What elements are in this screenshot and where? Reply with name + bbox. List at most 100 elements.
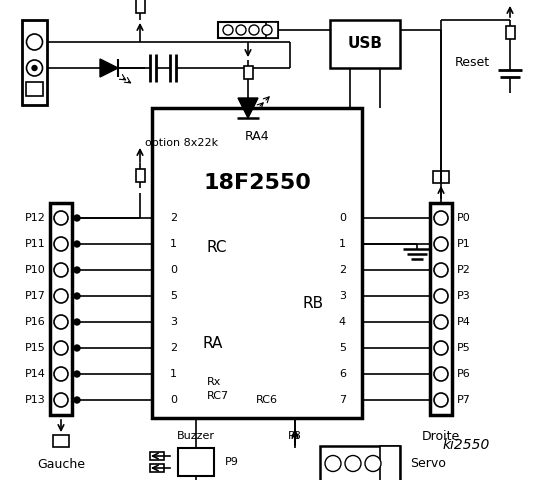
Bar xyxy=(380,446,400,480)
Text: P10: P10 xyxy=(25,265,46,275)
Text: P17: P17 xyxy=(25,291,46,301)
Circle shape xyxy=(74,267,80,273)
Text: 7: 7 xyxy=(339,395,346,405)
Circle shape xyxy=(74,215,80,221)
Text: ki2550: ki2550 xyxy=(442,438,490,452)
Circle shape xyxy=(54,341,68,355)
Text: RB: RB xyxy=(303,296,324,311)
Text: P0: P0 xyxy=(457,213,471,223)
Circle shape xyxy=(27,34,43,50)
Bar xyxy=(433,171,449,183)
Text: RA: RA xyxy=(202,336,222,350)
Text: 2: 2 xyxy=(339,265,346,275)
Circle shape xyxy=(434,211,448,225)
Text: RA4: RA4 xyxy=(244,130,269,143)
Text: 0: 0 xyxy=(170,265,177,275)
Text: P1: P1 xyxy=(457,239,471,249)
Circle shape xyxy=(54,315,68,329)
Bar xyxy=(50,203,72,415)
Circle shape xyxy=(434,341,448,355)
Bar xyxy=(218,22,278,38)
Bar xyxy=(243,66,253,79)
Bar xyxy=(150,464,164,472)
Text: 2: 2 xyxy=(170,343,177,353)
Circle shape xyxy=(434,289,448,303)
Bar xyxy=(152,108,362,418)
Text: Rx: Rx xyxy=(207,377,221,387)
Text: 2: 2 xyxy=(170,213,177,223)
Bar xyxy=(430,203,452,415)
Polygon shape xyxy=(100,59,118,77)
Text: 1: 1 xyxy=(170,239,177,249)
Circle shape xyxy=(74,241,80,247)
Bar xyxy=(505,25,514,39)
Circle shape xyxy=(434,367,448,381)
Text: P6: P6 xyxy=(457,369,471,379)
Circle shape xyxy=(54,211,68,225)
Circle shape xyxy=(434,263,448,277)
Text: P4: P4 xyxy=(457,317,471,327)
Text: 18F2550: 18F2550 xyxy=(203,173,311,193)
Text: P2: P2 xyxy=(457,265,471,275)
Circle shape xyxy=(236,25,246,35)
Text: P5: P5 xyxy=(457,343,471,353)
Circle shape xyxy=(32,65,37,71)
Circle shape xyxy=(74,345,80,351)
Polygon shape xyxy=(238,98,258,118)
Text: P12: P12 xyxy=(25,213,46,223)
Text: Droite: Droite xyxy=(422,431,460,444)
Text: 5: 5 xyxy=(339,343,346,353)
Circle shape xyxy=(54,263,68,277)
Text: 3: 3 xyxy=(339,291,346,301)
Text: P14: P14 xyxy=(25,369,46,379)
Circle shape xyxy=(434,237,448,251)
Text: P9: P9 xyxy=(225,457,239,467)
Circle shape xyxy=(54,289,68,303)
Text: 4: 4 xyxy=(339,317,346,327)
Circle shape xyxy=(434,315,448,329)
Circle shape xyxy=(365,456,381,471)
Circle shape xyxy=(345,456,361,471)
Text: RC: RC xyxy=(207,240,227,255)
Bar xyxy=(26,82,43,96)
Text: USB: USB xyxy=(347,36,383,51)
Bar xyxy=(178,448,214,476)
Text: P8: P8 xyxy=(288,431,302,441)
Text: P13: P13 xyxy=(25,395,46,405)
Circle shape xyxy=(249,25,259,35)
Circle shape xyxy=(325,456,341,471)
Text: 0: 0 xyxy=(170,395,177,405)
Text: P16: P16 xyxy=(25,317,46,327)
Bar xyxy=(22,20,47,105)
Circle shape xyxy=(27,60,43,76)
Circle shape xyxy=(434,393,448,407)
Circle shape xyxy=(74,371,80,377)
Bar xyxy=(135,168,144,182)
Bar xyxy=(150,452,164,460)
Text: Reset: Reset xyxy=(455,57,490,70)
Text: Gauche: Gauche xyxy=(37,458,85,471)
Circle shape xyxy=(54,237,68,251)
Bar xyxy=(135,0,144,13)
Text: RC7: RC7 xyxy=(207,391,229,401)
Text: 3: 3 xyxy=(170,317,177,327)
Text: 5: 5 xyxy=(170,291,177,301)
Text: 0: 0 xyxy=(339,213,346,223)
Bar xyxy=(266,22,278,38)
Circle shape xyxy=(74,293,80,299)
Text: 6: 6 xyxy=(339,369,346,379)
Circle shape xyxy=(223,25,233,35)
Text: option 8x22k: option 8x22k xyxy=(145,138,218,148)
Text: P15: P15 xyxy=(25,343,46,353)
Text: 1: 1 xyxy=(339,239,346,249)
Text: 1: 1 xyxy=(170,369,177,379)
Circle shape xyxy=(74,397,80,403)
Text: Buzzer: Buzzer xyxy=(177,431,215,441)
Text: P3: P3 xyxy=(457,291,471,301)
Text: Servo: Servo xyxy=(410,457,446,470)
Text: RC6: RC6 xyxy=(256,395,278,405)
Circle shape xyxy=(54,367,68,381)
Text: P7: P7 xyxy=(457,395,471,405)
Bar xyxy=(330,20,400,68)
Bar xyxy=(53,435,69,447)
